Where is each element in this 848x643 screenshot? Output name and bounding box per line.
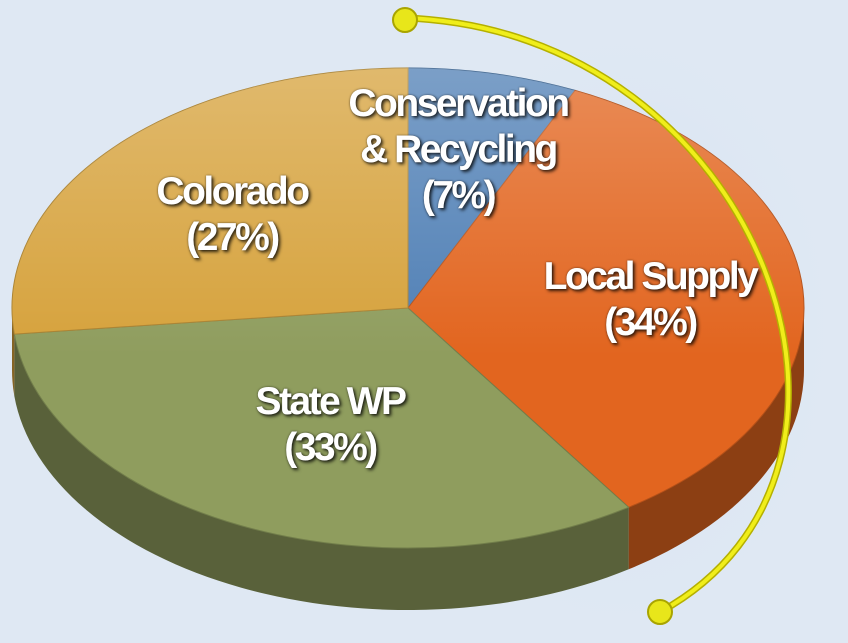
slice-label: State WP (33%): [255, 379, 407, 471]
decor-dot: [392, 7, 418, 33]
value-label: (34%): [604, 301, 698, 344]
slice-label: Conservation & Recycling (7%): [333, 81, 583, 219]
category-label: Conservation & Recycling: [348, 82, 570, 171]
category-label: Colorado: [156, 170, 310, 213]
decor-arc: [404, 16, 791, 614]
value-label: (27%): [186, 216, 280, 259]
decor-dot: [647, 599, 673, 625]
category-label: State WP: [255, 380, 407, 423]
value-label: (33%): [284, 426, 378, 469]
slice-label: Colorado (27%): [156, 169, 310, 261]
category-label: Local Supply: [543, 255, 759, 298]
value-label: (7%): [421, 174, 497, 217]
slice-label: Local Supply (34%): [543, 254, 759, 346]
